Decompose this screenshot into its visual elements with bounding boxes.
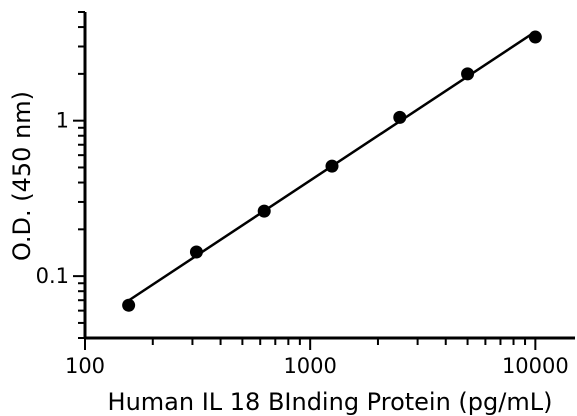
x-tick-label: 1000 — [283, 354, 336, 378]
data-point — [528, 30, 542, 44]
data-point — [325, 159, 339, 173]
axes: 0.1 1 100 1000 10000 — [36, 11, 575, 378]
data-point — [122, 298, 136, 312]
data-point — [393, 110, 407, 124]
y-axis-title: O.D. (450 nm) — [8, 91, 36, 261]
x-axis-title: Human IL 18 BInding Protein (pg/mL) — [108, 388, 553, 416]
y-tick-label: 1 — [56, 109, 69, 133]
data-point — [257, 204, 271, 218]
data-marks — [122, 30, 542, 312]
data-point — [461, 67, 475, 81]
x-tick-label: 10000 — [502, 354, 569, 378]
data-point — [189, 245, 203, 259]
x-tick-label: 100 — [65, 354, 105, 378]
y-tick-label: 0.1 — [36, 264, 69, 288]
